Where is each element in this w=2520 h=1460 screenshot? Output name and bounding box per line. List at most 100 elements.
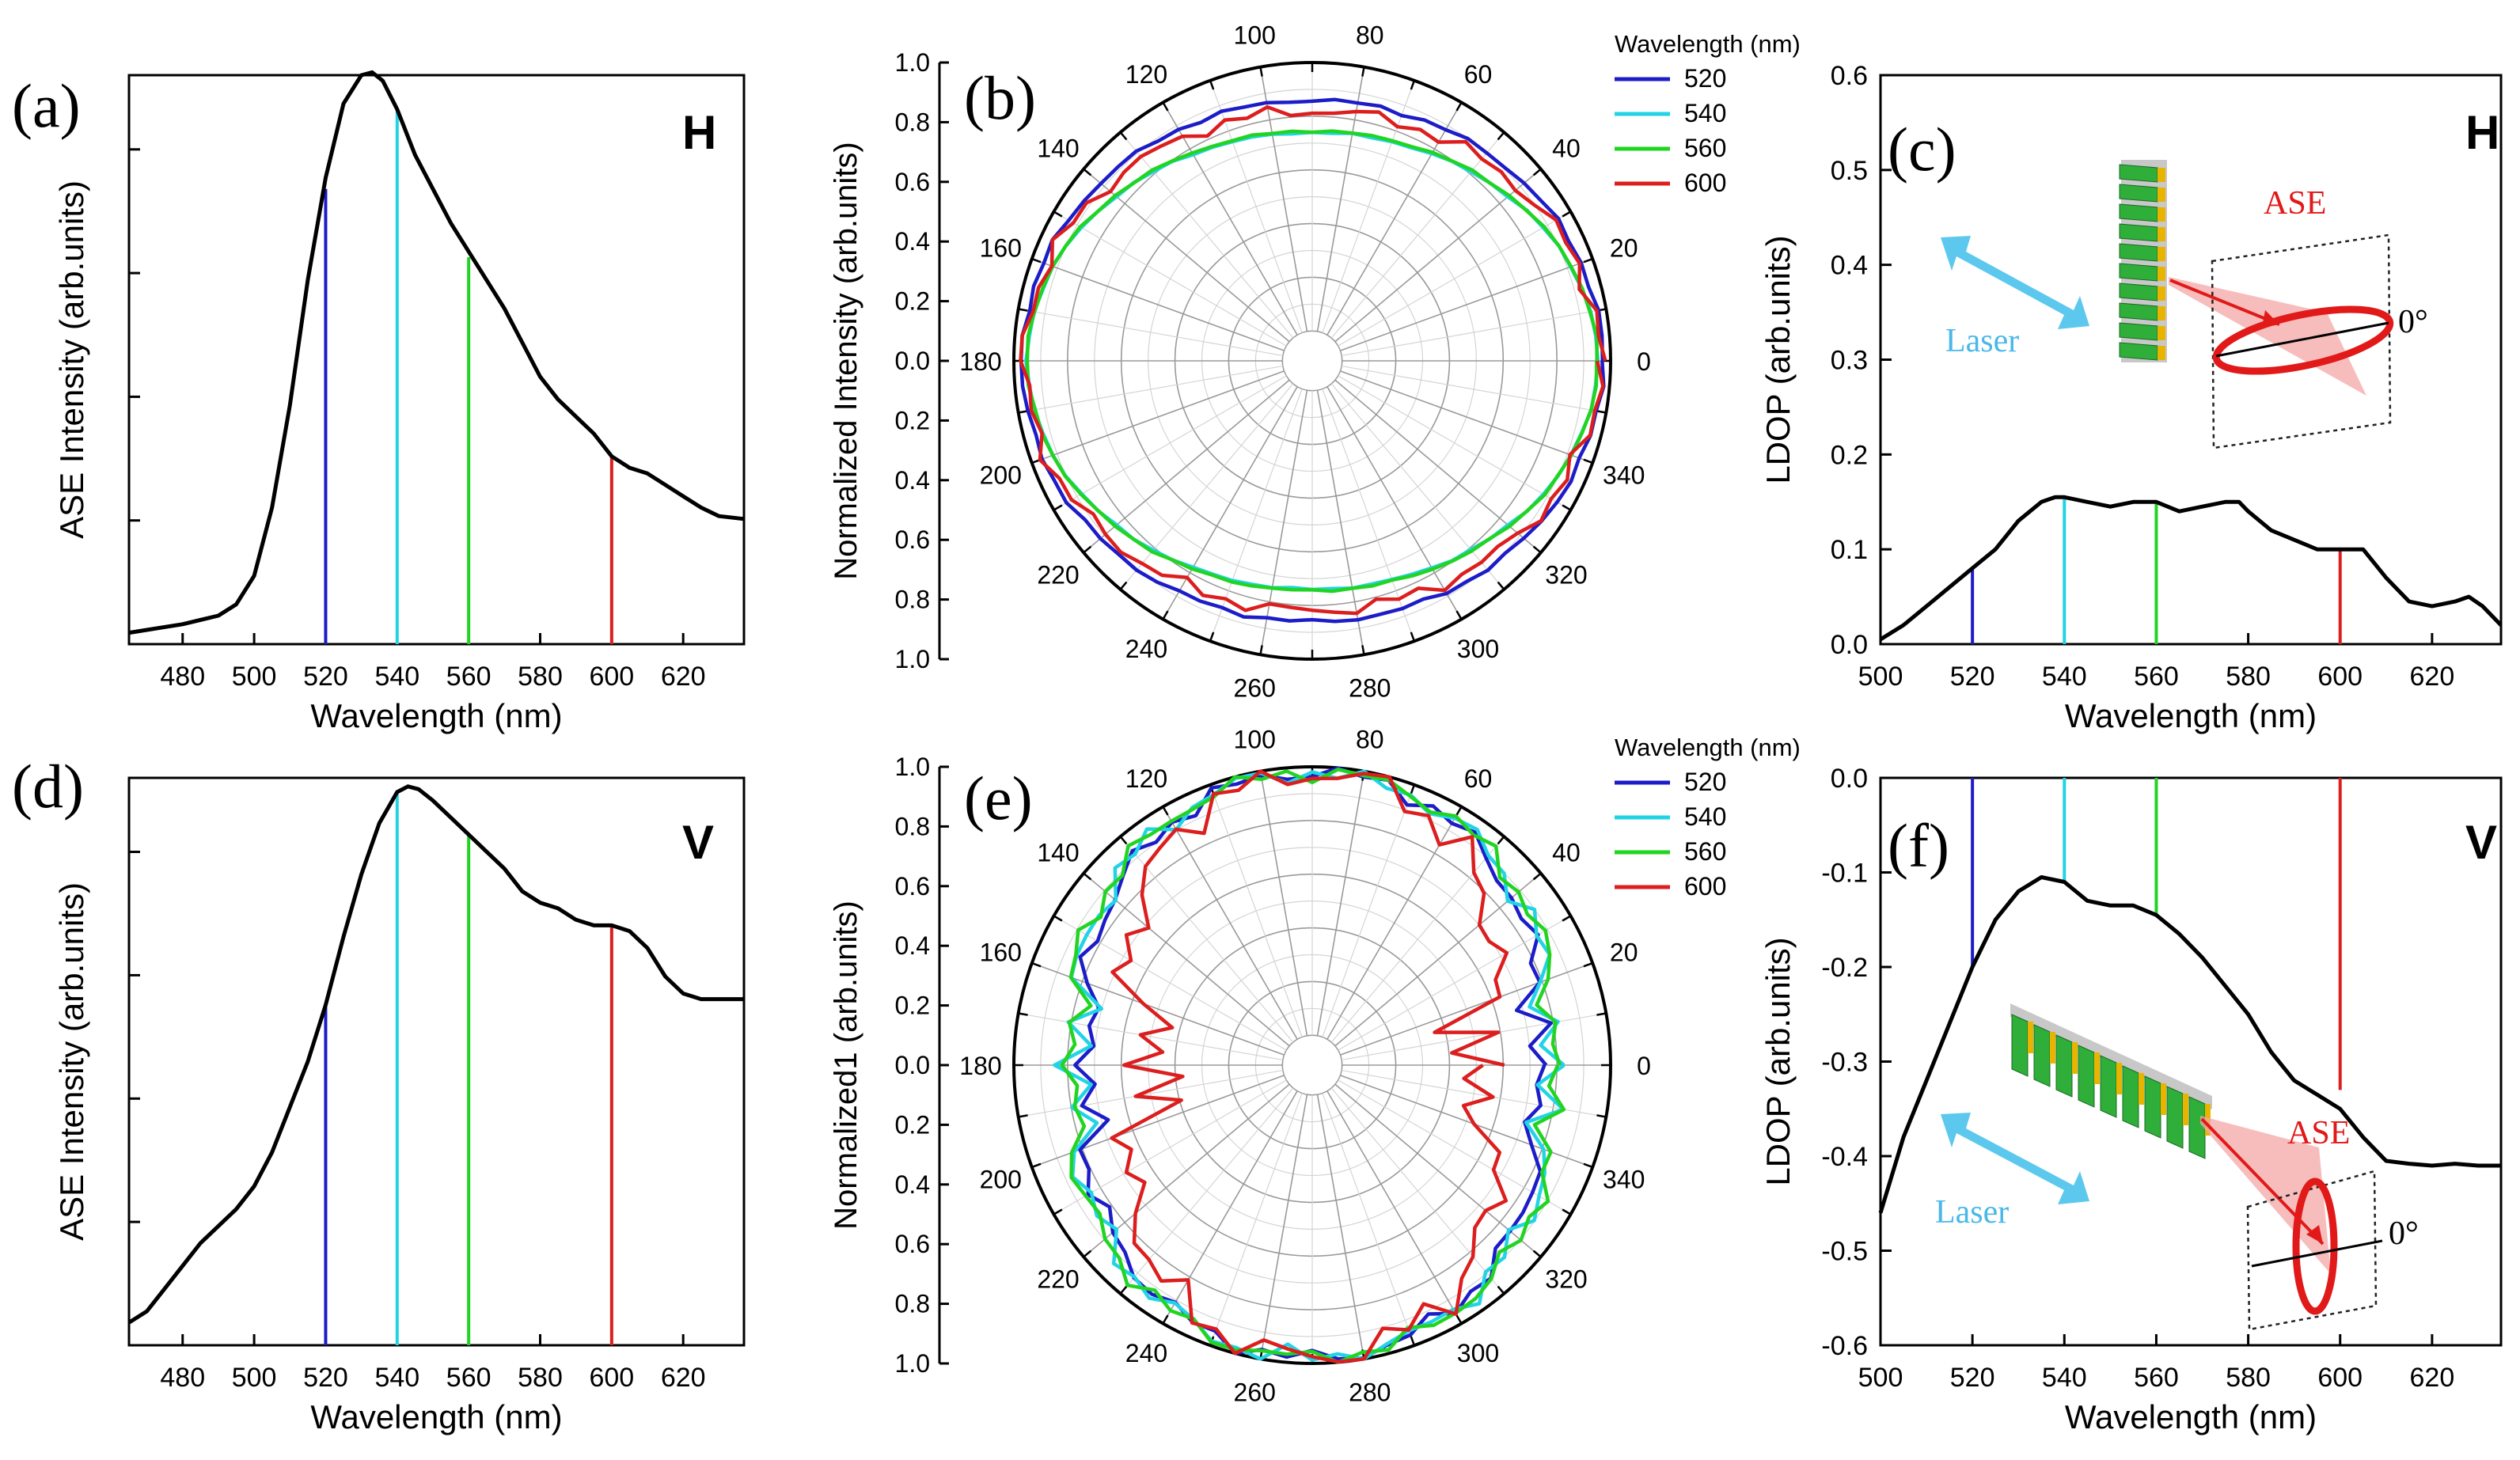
legend-entry: 520 bbox=[1684, 768, 1726, 796]
polar-spoke bbox=[1209, 80, 1303, 333]
polar-series bbox=[1053, 769, 1566, 1362]
polar-tick bbox=[1497, 1285, 1505, 1295]
x-axis-label: Wavelength (nm) bbox=[310, 697, 562, 734]
polar-spoke bbox=[1342, 1012, 1607, 1061]
polar-tick bbox=[1053, 504, 1063, 511]
polar-spoke bbox=[1120, 131, 1294, 339]
y-tick-label: -0.2 bbox=[1821, 953, 1868, 983]
x-tick-label: 620 bbox=[661, 662, 706, 692]
polar-tick bbox=[1497, 581, 1505, 590]
panel-label: (e) bbox=[964, 764, 1033, 832]
data-curve bbox=[128, 70, 745, 635]
polarization-ellipse bbox=[2212, 305, 2394, 375]
polar-tick bbox=[1083, 1250, 1092, 1258]
radial-tick-label: 0.6 bbox=[895, 872, 930, 901]
sample-fin-edge bbox=[2161, 1083, 2166, 1115]
plot-frame bbox=[127, 776, 746, 1347]
sample-layer bbox=[2119, 223, 2158, 242]
polar-tick bbox=[1119, 131, 1128, 141]
y-axis-label: LDOP (arb.units) bbox=[1759, 937, 1797, 1185]
legend-entry: 600 bbox=[1684, 872, 1726, 901]
polar-spoke bbox=[1259, 771, 1308, 1037]
y-tick-label: -0.3 bbox=[1821, 1048, 1868, 1078]
angle-label: 240 bbox=[1125, 1339, 1167, 1367]
sample-layer bbox=[2119, 184, 2158, 203]
legend-entry: 540 bbox=[1684, 802, 1726, 831]
panel-label: (b) bbox=[964, 63, 1036, 132]
polar-spoke bbox=[1326, 806, 1463, 1040]
angle-label: 40 bbox=[1552, 135, 1581, 163]
legend-entry: 520 bbox=[1684, 64, 1726, 93]
x-tick-label: 580 bbox=[518, 662, 563, 692]
y-axis-label: ASE Intensity (arb.units) bbox=[53, 882, 90, 1241]
angle-label: 300 bbox=[1457, 1339, 1499, 1367]
polar-spoke bbox=[1162, 806, 1298, 1040]
polar-spoke bbox=[1018, 1069, 1283, 1118]
polar-series bbox=[1110, 769, 1509, 1364]
sample-fin bbox=[2033, 1024, 2051, 1087]
x-tick-label: 480 bbox=[160, 662, 205, 692]
sample-layer bbox=[2119, 302, 2158, 321]
x-tick-label: 500 bbox=[1858, 662, 1903, 692]
angle-label: 180 bbox=[959, 347, 1001, 376]
y-tick-label: 0.3 bbox=[1831, 346, 1868, 376]
angle-label: 20 bbox=[1610, 234, 1638, 263]
legend-title: Wavelength (nm) bbox=[1615, 30, 1801, 58]
radial-tick-label: 0.2 bbox=[895, 1110, 930, 1139]
sample-layer bbox=[2119, 263, 2158, 282]
inset-vertical-sample: Laser 0° ASE bbox=[1935, 1003, 2419, 1331]
y-tick-label: -0.5 bbox=[1821, 1237, 1868, 1267]
radial-tick-label: 0.2 bbox=[895, 406, 930, 434]
polar-spoke bbox=[1053, 915, 1287, 1051]
polar-tick bbox=[1596, 1012, 1607, 1016]
angle-label: 260 bbox=[1234, 674, 1276, 703]
polar-spoke bbox=[1340, 258, 1593, 351]
zero-degree-label: 0° bbox=[2398, 304, 2428, 340]
panel-label: (d) bbox=[12, 752, 84, 821]
radial-tick-label: 0.8 bbox=[895, 108, 930, 136]
ase-arrow-shaft bbox=[2200, 1117, 2325, 1246]
sample-layer bbox=[2119, 203, 2158, 222]
angle-label: 300 bbox=[1457, 635, 1499, 663]
sample-layer bbox=[2119, 283, 2158, 301]
x-tick-label: 520 bbox=[1950, 662, 1995, 692]
sample-layer-edge bbox=[2158, 346, 2165, 360]
angle-label: 120 bbox=[1125, 764, 1167, 793]
data-curve bbox=[1878, 875, 2501, 1214]
polar-spoke bbox=[1162, 386, 1298, 620]
ase-arrow-shaft bbox=[2169, 279, 2280, 326]
panel-c: 500 520 540 560 580 600 620 0.0 0.1 0.2 0.3 0.4 0.5 0… bbox=[1759, 61, 2503, 734]
angle-label: 200 bbox=[980, 1165, 1022, 1193]
zero-degree-line bbox=[2215, 321, 2389, 358]
y-tick-label: -0.1 bbox=[1821, 859, 1868, 889]
polar-spoke bbox=[1340, 370, 1593, 464]
radial-tick-label: 1.0 bbox=[895, 645, 930, 673]
plot-frame bbox=[127, 74, 746, 646]
polar-spoke bbox=[1340, 962, 1593, 1056]
y-tick-label: 0.5 bbox=[1831, 156, 1868, 186]
polar-tick bbox=[1455, 806, 1463, 816]
radial-tick-label: 1.0 bbox=[895, 753, 930, 781]
sample-layer-edge bbox=[2158, 188, 2165, 202]
angle-label: 280 bbox=[1349, 674, 1391, 703]
legend-entry: 540 bbox=[1684, 99, 1726, 127]
polar-tick bbox=[1162, 1314, 1169, 1325]
x-tick-label: 600 bbox=[2317, 662, 2362, 692]
panel-label: (a) bbox=[12, 71, 81, 140]
polar-tick bbox=[1583, 961, 1593, 968]
polar-tick bbox=[1455, 101, 1463, 112]
sample-substrate bbox=[2010, 1003, 2212, 1109]
panel-a: 480 500 520 540 560 580 600 620 Wavelength (nm) A… bbox=[12, 70, 746, 734]
plot-frame bbox=[1879, 74, 2503, 646]
radial-tick-label: 1.0 bbox=[895, 1349, 930, 1378]
polar-tick bbox=[1083, 168, 1092, 176]
polar-tick bbox=[1119, 581, 1128, 590]
polar-tick bbox=[1031, 961, 1042, 968]
y-axis-label: ASE Intensity (arb.units) bbox=[53, 180, 90, 539]
polar-tick bbox=[1209, 80, 1215, 90]
polar-spoke bbox=[1342, 308, 1607, 357]
x-tick-label: 520 bbox=[303, 1363, 348, 1393]
y-axis-label: LDOP (arb.units) bbox=[1759, 235, 1797, 484]
angle-label: 60 bbox=[1464, 60, 1493, 89]
mode-label: H bbox=[682, 106, 716, 159]
